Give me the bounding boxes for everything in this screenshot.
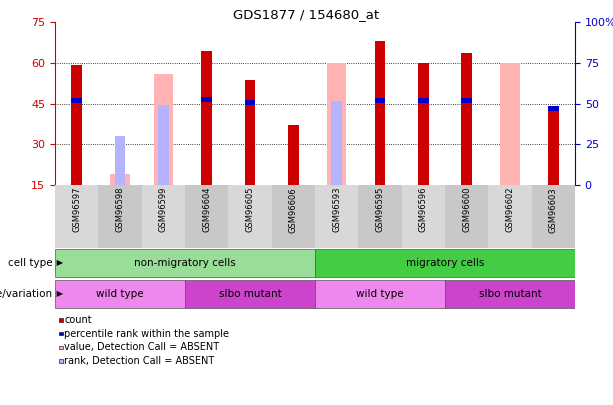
Text: GSM96602: GSM96602	[506, 187, 514, 232]
Bar	[55, 185, 98, 248]
Text: GSM96596: GSM96596	[419, 187, 428, 232]
Bar	[55, 249, 315, 277]
Bar	[359, 185, 402, 248]
Text: migratory cells: migratory cells	[406, 258, 484, 268]
Text: cell type: cell type	[9, 258, 53, 268]
Bar	[158, 105, 169, 185]
Text: GSM96595: GSM96595	[376, 187, 384, 232]
Text: genotype/variation: genotype/variation	[0, 289, 53, 299]
Text: GSM96600: GSM96600	[462, 187, 471, 232]
Bar	[331, 101, 342, 185]
Text: count: count	[64, 315, 92, 325]
Text: GSM96603: GSM96603	[549, 187, 558, 232]
Bar	[288, 125, 299, 185]
Bar	[548, 107, 559, 111]
Bar	[375, 41, 386, 185]
Bar	[201, 97, 212, 102]
Bar	[245, 100, 256, 104]
Text: GSM96597: GSM96597	[72, 187, 81, 232]
Bar	[489, 185, 531, 248]
Text: GSM96598: GSM96598	[115, 187, 124, 232]
Bar	[445, 185, 489, 248]
Bar	[142, 185, 185, 248]
Text: wild type: wild type	[96, 289, 144, 299]
Bar	[315, 279, 445, 308]
Bar	[71, 66, 82, 185]
Bar	[500, 63, 520, 185]
Text: GSM96604: GSM96604	[202, 187, 211, 232]
Bar	[402, 185, 445, 248]
Bar	[375, 98, 386, 103]
Bar	[461, 98, 472, 103]
Bar	[185, 279, 315, 308]
Bar	[548, 106, 559, 185]
Bar	[201, 51, 212, 185]
Bar	[185, 185, 228, 248]
Text: non-migratory cells: non-migratory cells	[134, 258, 236, 268]
Bar	[418, 63, 428, 185]
Bar	[245, 81, 256, 185]
Text: ▶: ▶	[54, 258, 63, 267]
Bar	[272, 185, 315, 248]
Text: slbo mutant: slbo mutant	[479, 289, 541, 299]
Text: wild type: wild type	[356, 289, 404, 299]
Bar	[228, 185, 272, 248]
Text: rank, Detection Call = ABSENT: rank, Detection Call = ABSENT	[64, 356, 215, 366]
Text: GSM96606: GSM96606	[289, 187, 298, 232]
Bar	[71, 98, 82, 103]
Bar	[327, 63, 346, 185]
Bar	[115, 136, 126, 185]
Bar	[110, 174, 130, 185]
Bar	[59, 360, 63, 363]
Bar	[445, 279, 575, 308]
Text: ▶: ▶	[54, 290, 63, 298]
Bar	[55, 279, 185, 308]
Bar	[59, 346, 63, 349]
Bar	[98, 185, 142, 248]
Bar	[154, 74, 173, 185]
Bar	[418, 98, 428, 103]
Bar	[531, 185, 575, 248]
Bar	[315, 185, 359, 248]
Text: slbo mutant: slbo mutant	[219, 289, 281, 299]
Text: GDS1877 / 154680_at: GDS1877 / 154680_at	[234, 8, 379, 21]
Bar	[315, 249, 575, 277]
Text: GSM96599: GSM96599	[159, 187, 168, 232]
Text: GSM96593: GSM96593	[332, 187, 341, 232]
Bar	[59, 332, 63, 335]
Bar	[461, 53, 472, 185]
Text: GSM96605: GSM96605	[245, 187, 254, 232]
Bar	[59, 318, 63, 322]
Text: percentile rank within the sample: percentile rank within the sample	[64, 328, 229, 339]
Text: value, Detection Call = ABSENT: value, Detection Call = ABSENT	[64, 342, 219, 352]
